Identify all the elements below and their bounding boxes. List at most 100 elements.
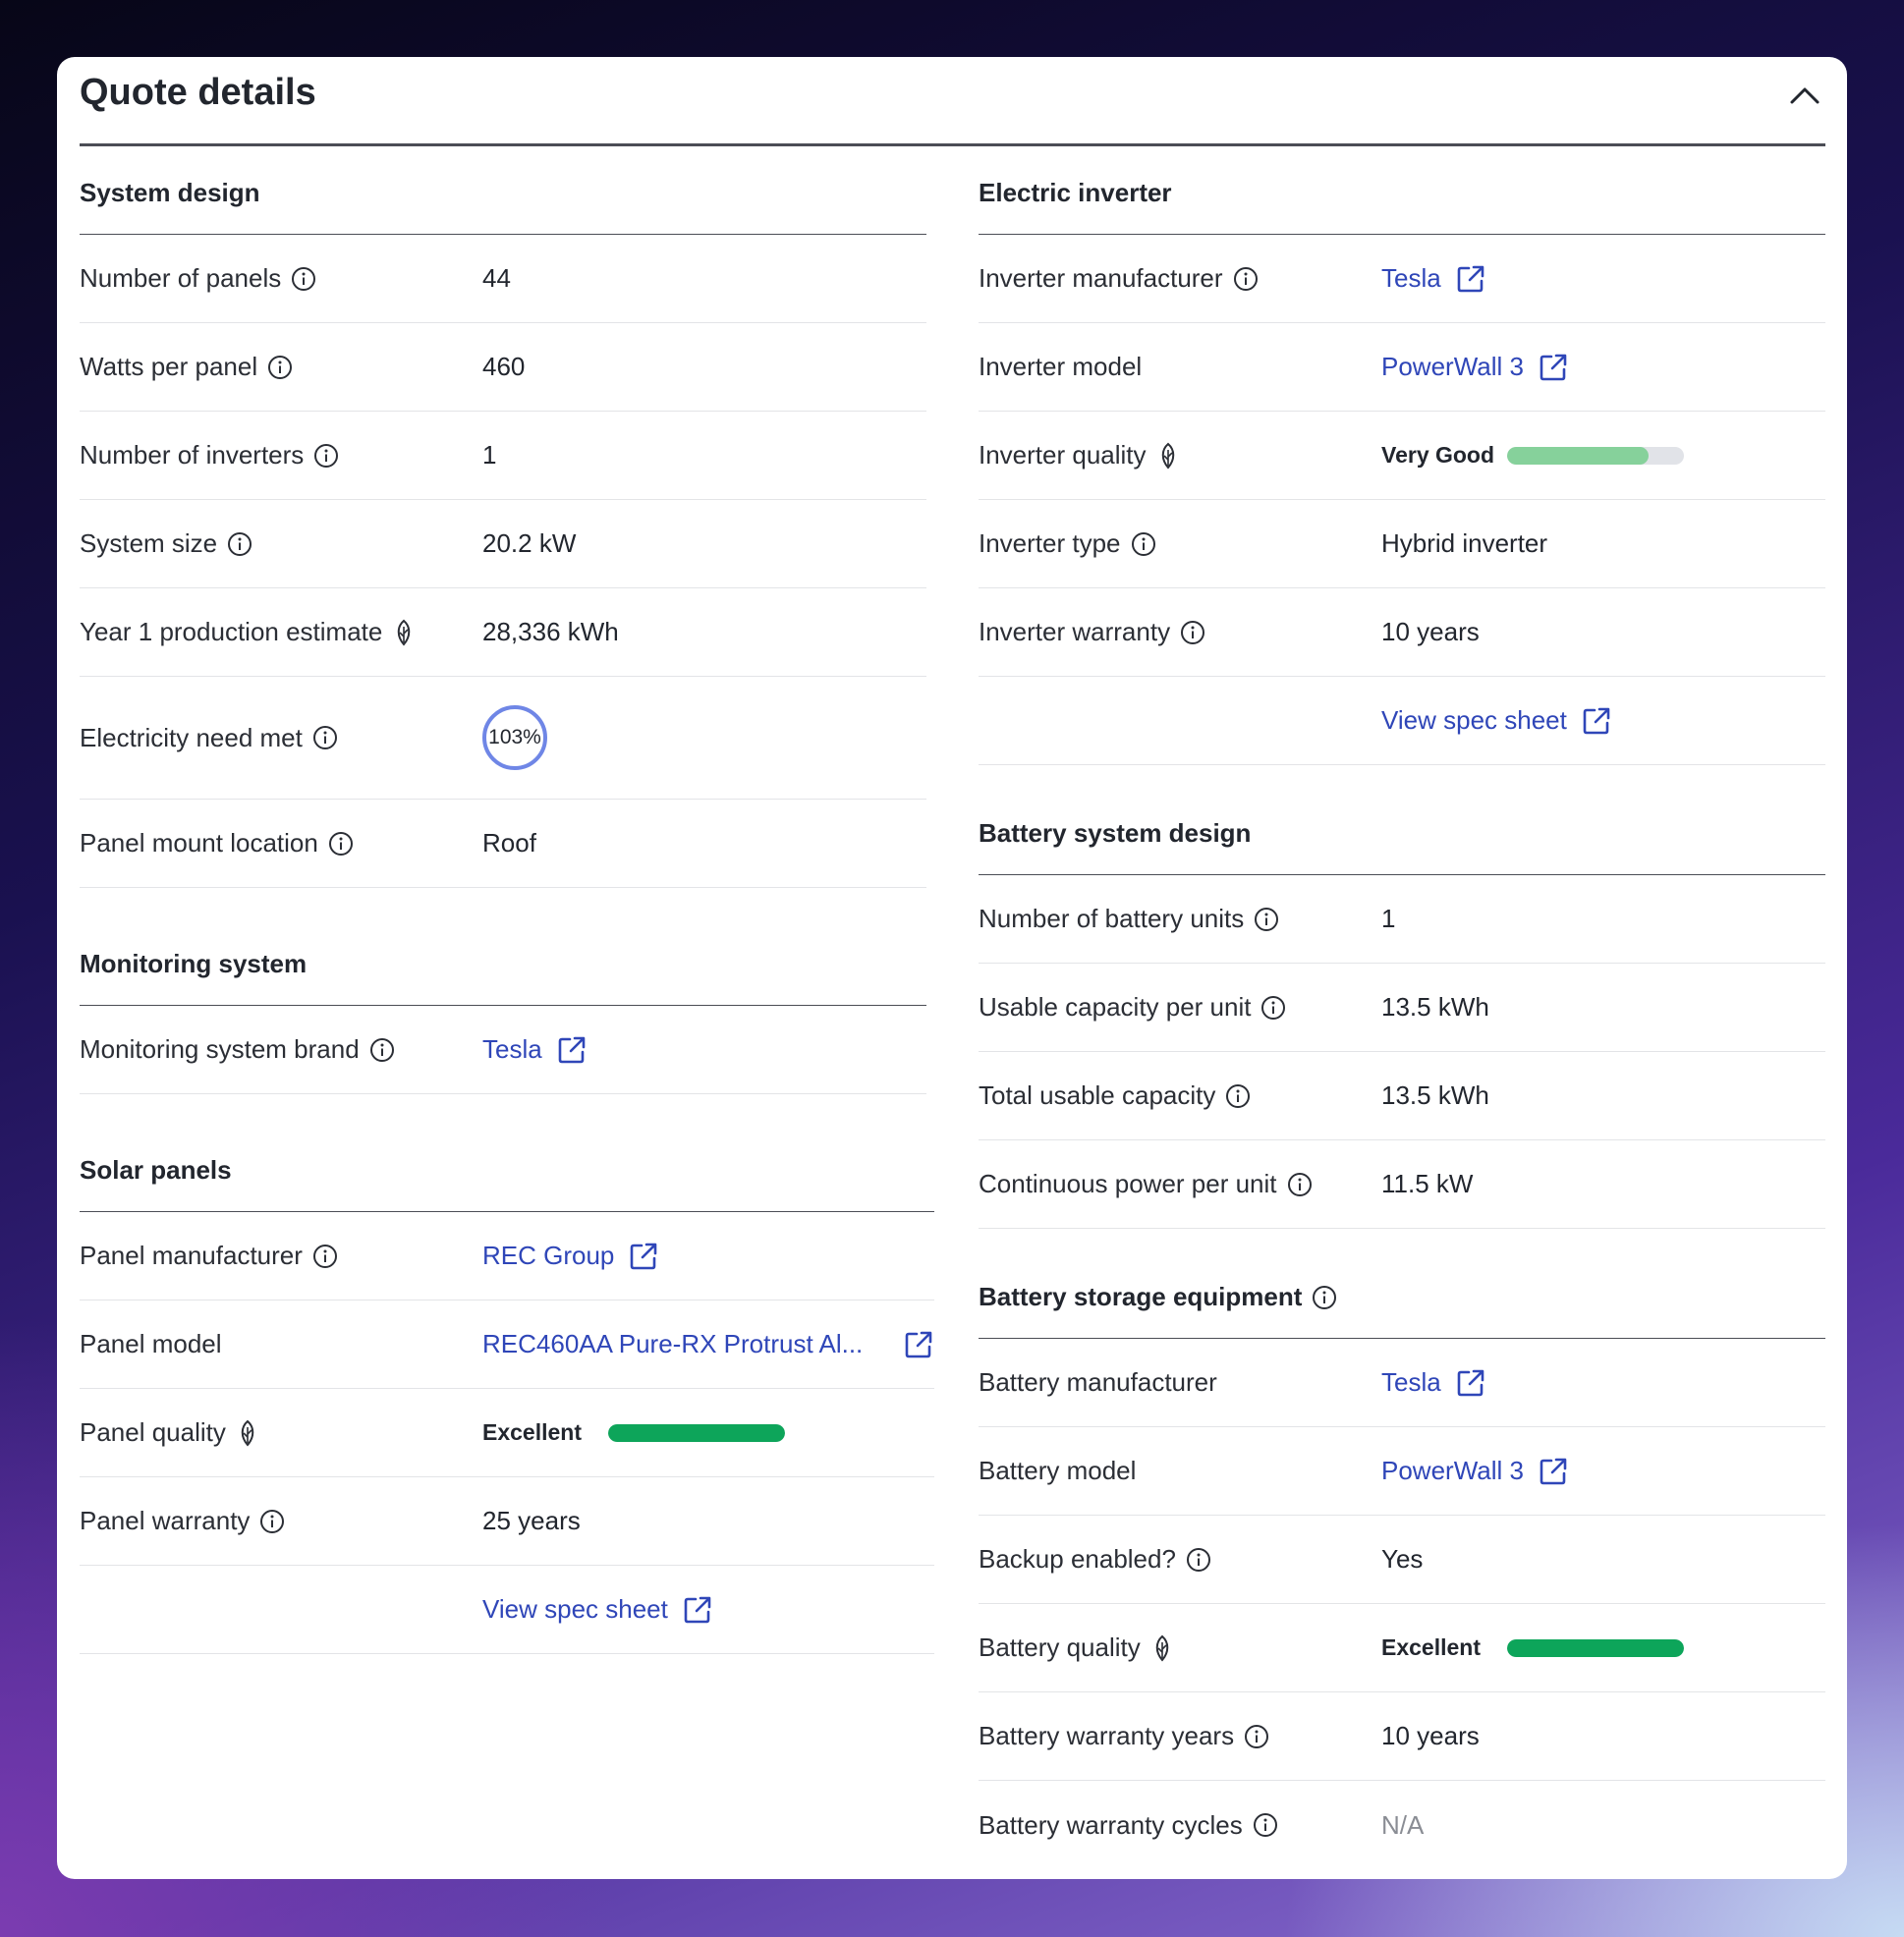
leaf-icon[interactable] bbox=[1156, 442, 1180, 470]
external-link-icon bbox=[682, 1594, 713, 1626]
info-icon[interactable] bbox=[1287, 1172, 1313, 1197]
leaf-icon[interactable] bbox=[1150, 1634, 1174, 1662]
info-icon[interactable] bbox=[291, 266, 316, 292]
row-panel-warranty: Panel warranty 25 years bbox=[80, 1477, 934, 1566]
info-icon[interactable] bbox=[1180, 620, 1205, 645]
row-value: 10 years bbox=[1381, 1721, 1480, 1750]
external-link-icon bbox=[1538, 1456, 1569, 1487]
row-value: 11.5 kW bbox=[1381, 1169, 1474, 1198]
quote-details-card: Quote details System design Number of pa… bbox=[57, 57, 1847, 1879]
row-number-of-panels: Number of panels 44 bbox=[80, 235, 926, 323]
info-icon[interactable] bbox=[227, 531, 252, 557]
row-panel-manufacturer: Panel manufacturer REC Group bbox=[80, 1212, 934, 1301]
left-column: System design Number of panels 44 Watts … bbox=[80, 146, 934, 1869]
info-icon[interactable] bbox=[1244, 1724, 1269, 1749]
quality-text: Excellent bbox=[1381, 1634, 1481, 1660]
row-total-usable-capacity: Total usable capacity 13.5 kWh bbox=[979, 1052, 1825, 1140]
quality-bar-fill bbox=[1507, 1638, 1684, 1657]
info-icon[interactable] bbox=[1254, 907, 1279, 932]
row-battery-model: Battery model PowerWall 3 bbox=[979, 1427, 1825, 1516]
info-icon[interactable] bbox=[259, 1509, 285, 1534]
row-value: 28,336 kWh bbox=[482, 617, 619, 646]
section-title: Electric inverter bbox=[979, 178, 1172, 207]
row-label: Inverter warranty bbox=[979, 617, 1171, 646]
row-value: 25 years bbox=[482, 1506, 581, 1535]
row-label: Inverter manufacturer bbox=[979, 263, 1223, 293]
need-met-ring: 103% bbox=[482, 705, 547, 770]
info-icon[interactable] bbox=[1225, 1083, 1251, 1109]
card-header: Quote details bbox=[80, 57, 1825, 146]
row-label: Panel mount location bbox=[80, 828, 318, 858]
row-label: Continuous power per unit bbox=[979, 1169, 1277, 1198]
section-title: Battery system design bbox=[979, 818, 1252, 848]
external-link-icon bbox=[556, 1034, 588, 1066]
row-system-size: System size 20.2 kW bbox=[80, 500, 926, 588]
quality-bar-fill bbox=[1507, 446, 1649, 465]
panel-spec-sheet-link[interactable]: View spec sheet bbox=[482, 1594, 713, 1626]
row-value: 1 bbox=[482, 440, 497, 470]
info-icon[interactable] bbox=[328, 831, 354, 857]
row-value: 1 bbox=[1381, 904, 1396, 933]
row-usable-capacity-per-unit: Usable capacity per unit 13.5 kWh bbox=[979, 964, 1825, 1052]
row-monitoring-brand: Monitoring system brand Tesla bbox=[80, 1006, 926, 1094]
row-continuous-power: Continuous power per unit 11.5 kW bbox=[979, 1140, 1825, 1229]
collapse-button[interactable] bbox=[1784, 75, 1825, 116]
info-icon[interactable] bbox=[267, 355, 293, 380]
info-icon[interactable] bbox=[1233, 266, 1259, 292]
monitoring-brand-link[interactable]: Tesla bbox=[482, 1034, 588, 1066]
info-icon[interactable] bbox=[312, 725, 338, 750]
section-monitoring-system: Monitoring system bbox=[80, 917, 926, 1006]
row-inverter-manufacturer: Inverter manufacturer Tesla bbox=[979, 235, 1825, 323]
inverter-manufacturer-link[interactable]: Tesla bbox=[1381, 263, 1486, 295]
row-value: 460 bbox=[482, 352, 526, 381]
quality-text: Very Good bbox=[1381, 442, 1495, 468]
battery-model-link[interactable]: PowerWall 3 bbox=[1381, 1456, 1569, 1487]
row-panel-model: Panel model REC460AA Pure-RX Protrust Al… bbox=[80, 1301, 934, 1389]
row-label: Panel manufacturer bbox=[80, 1241, 303, 1270]
row-value: 20.2 kW bbox=[482, 528, 577, 558]
row-label: Battery warranty cycles bbox=[979, 1809, 1243, 1840]
row-label: Inverter quality bbox=[979, 440, 1147, 470]
row-label: Watts per panel bbox=[80, 352, 258, 381]
row-battery-units: Number of battery units 1 bbox=[979, 875, 1825, 964]
section-title: Solar panels bbox=[80, 1155, 232, 1185]
section-title: System design bbox=[80, 178, 260, 207]
row-label: Panel warranty bbox=[80, 1506, 251, 1535]
section-battery-storage-equipment: Battery storage equipment bbox=[979, 1250, 1825, 1339]
row-label: Number of inverters bbox=[80, 440, 305, 470]
info-icon[interactable] bbox=[313, 443, 339, 469]
leaf-icon[interactable] bbox=[236, 1419, 259, 1447]
info-icon[interactable] bbox=[312, 1244, 338, 1269]
quality-bar bbox=[608, 1423, 785, 1442]
row-inverter-model: Inverter model PowerWall 3 bbox=[979, 323, 1825, 412]
row-value: Hybrid inverter bbox=[1381, 528, 1548, 558]
info-icon[interactable] bbox=[369, 1037, 395, 1063]
row-label: Backup enabled? bbox=[979, 1544, 1176, 1574]
quality-bar-fill bbox=[608, 1423, 785, 1442]
external-link-icon bbox=[1581, 705, 1612, 737]
row-label: Usable capacity per unit bbox=[979, 992, 1252, 1022]
info-icon[interactable] bbox=[1186, 1547, 1211, 1573]
info-icon[interactable] bbox=[1253, 1812, 1278, 1838]
leaf-icon[interactable] bbox=[392, 619, 416, 646]
row-value: 13.5 kWh bbox=[1381, 992, 1489, 1022]
row-label: Battery manufacturer bbox=[979, 1367, 1217, 1397]
panel-manufacturer-link[interactable]: REC Group bbox=[482, 1241, 659, 1272]
panel-model-link[interactable]: REC460AA Pure-RX Protrust Al... bbox=[482, 1329, 934, 1360]
quality-text: Excellent bbox=[482, 1419, 582, 1445]
row-panel-spec-sheet: View spec sheet bbox=[80, 1566, 934, 1654]
info-icon[interactable] bbox=[1312, 1285, 1337, 1310]
info-icon[interactable] bbox=[1131, 531, 1156, 557]
external-link-icon bbox=[628, 1241, 659, 1272]
row-backup-enabled: Backup enabled? Yes bbox=[979, 1516, 1825, 1604]
section-electric-inverter: Electric inverter bbox=[979, 146, 1825, 235]
section-title: Monitoring system bbox=[80, 949, 308, 978]
section-solar-panels: Solar panels bbox=[80, 1124, 934, 1212]
info-icon[interactable] bbox=[1260, 995, 1286, 1021]
row-battery-warranty-years: Battery warranty years 10 years bbox=[979, 1692, 1825, 1781]
battery-manufacturer-link[interactable]: Tesla bbox=[1381, 1367, 1486, 1399]
inverter-spec-sheet-link[interactable]: View spec sheet bbox=[1381, 705, 1612, 737]
row-inverter-warranty: Inverter warranty 10 years bbox=[979, 588, 1825, 677]
inverter-model-link[interactable]: PowerWall 3 bbox=[1381, 352, 1569, 383]
row-value: 44 bbox=[482, 263, 511, 293]
